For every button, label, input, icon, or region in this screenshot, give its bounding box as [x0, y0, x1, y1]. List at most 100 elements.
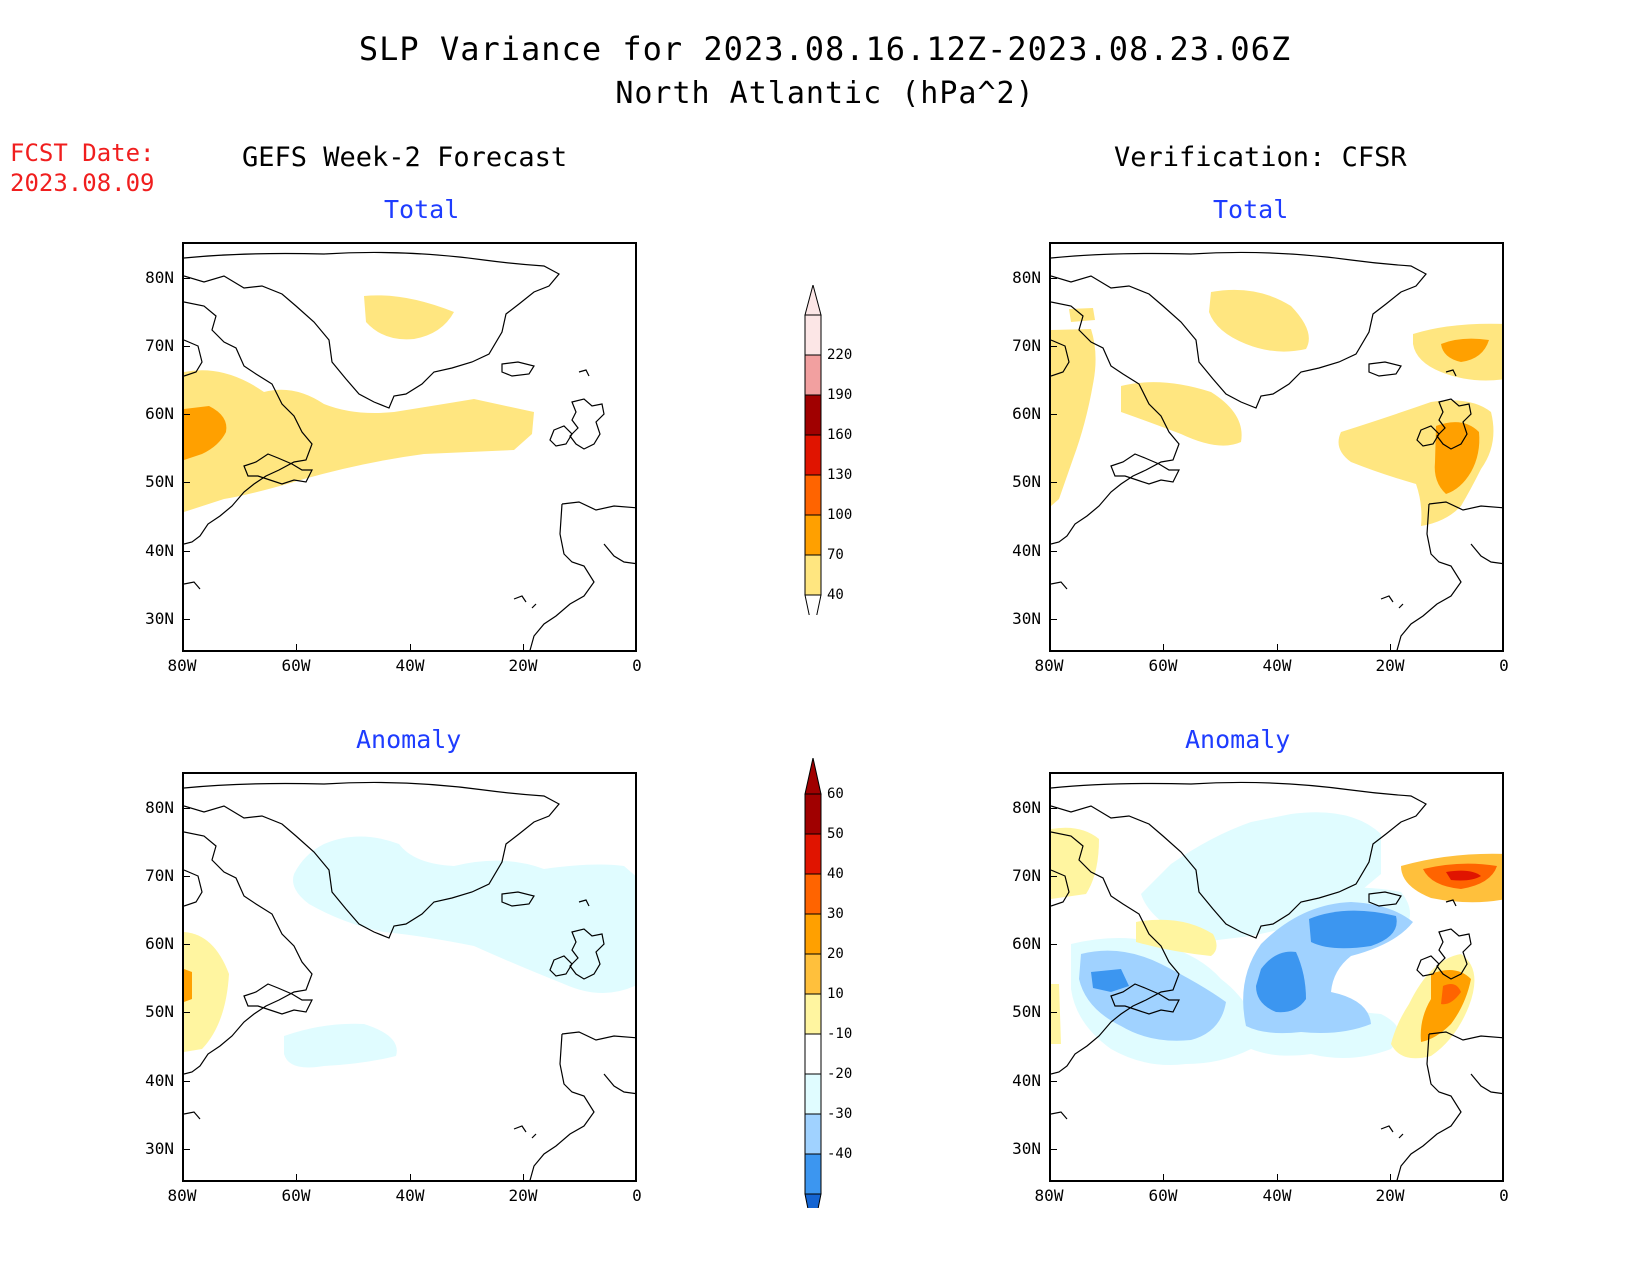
colorbar-anomaly-label: -40: [827, 1146, 853, 1162]
lon-tick: [182, 644, 183, 650]
lat-label-forecast-total: 60N: [145, 404, 174, 423]
lon-label-verification-total: 0: [1499, 656, 1509, 675]
lat-tick: [184, 876, 190, 877]
lon-label-forecast-total: 60W: [281, 656, 311, 675]
colorbar-total-label: 220: [827, 347, 853, 363]
colorbar-total-tip-top: [804, 285, 822, 316]
colorbar-anomaly-box: [804, 1033, 822, 1075]
lon-tick: [182, 1174, 183, 1180]
column-title-forecast: GEFS Week-2 Forecast: [242, 142, 568, 173]
colorbar-anomaly-label: 60: [827, 786, 844, 802]
lon-label-verification-total: 60W: [1148, 656, 1178, 675]
colorbar-anomaly-tip-top: [804, 758, 822, 795]
lat-tick: [1051, 944, 1057, 945]
lat-label-verification-total: 70N: [1012, 336, 1041, 355]
lat-label-forecast-anomaly: 30N: [145, 1139, 174, 1158]
lat-label-verification-anomaly: 60N: [1012, 934, 1041, 953]
lat-label-forecast-total: 70N: [145, 336, 174, 355]
lat-label-forecast-total: 80N: [145, 268, 174, 287]
lon-label-forecast-total: 20W: [508, 656, 538, 675]
colorbar-total-box: [804, 434, 822, 476]
lat-label-verification-total: 40N: [1012, 541, 1041, 560]
lat-label-verification-anomaly: 70N: [1012, 866, 1041, 885]
lon-tick: [410, 1174, 411, 1180]
colorbar-anomaly-tip-bottom: [804, 1193, 822, 1208]
lat-tick: [1051, 414, 1057, 415]
lat-label-verification-total: 50N: [1012, 472, 1041, 491]
row-title-anomaly-left: Anomaly: [356, 725, 462, 754]
lat-tick: [1051, 808, 1057, 809]
lat-tick: [1051, 876, 1057, 877]
map-panel-forecast-anomaly: [182, 772, 637, 1182]
lon-tick: [523, 1174, 524, 1180]
column-title-verification: Verification: CFSR: [1114, 142, 1407, 173]
colorbar-anomaly-label: -10: [827, 1026, 853, 1042]
colorbar-total-box: [804, 554, 822, 596]
row-title-anomaly-right: Anomaly: [1185, 725, 1291, 754]
lon-label-forecast-total: 0: [632, 656, 642, 675]
map-panel-verification-total: [1049, 242, 1504, 652]
lat-tick: [1051, 619, 1057, 620]
colorbar-anomaly-box: [804, 833, 822, 875]
main-subtitle: North Atlantic (hPa^2): [615, 76, 1035, 111]
colorbar-anomaly-box: [804, 873, 822, 915]
lon-tick: [1502, 1174, 1503, 1180]
lat-tick: [184, 414, 190, 415]
lat-tick: [1051, 346, 1057, 347]
colorbar-total: [804, 285, 822, 615]
colorbar-total-box: [804, 394, 822, 436]
colorbar-anomaly-box: [804, 1073, 822, 1115]
lon-label-forecast-total: 80W: [167, 656, 197, 675]
lat-label-forecast-anomaly: 40N: [145, 1071, 174, 1090]
lon-label-verification-total: 80W: [1034, 656, 1064, 675]
lon-tick: [1277, 1174, 1278, 1180]
colorbar-anomaly-label: 30: [827, 906, 844, 922]
colorbar-anomaly-label: 20: [827, 946, 844, 962]
lat-label-verification-anomaly: 40N: [1012, 1071, 1041, 1090]
colorbar-total-label: 100: [827, 507, 853, 523]
colorbar-anomaly-box: [804, 793, 822, 835]
main-title: SLP Variance for 2023.08.16.12Z-2023.08.…: [358, 30, 1292, 68]
lon-tick: [1390, 1174, 1391, 1180]
fcst-label: FCST Date: 2023.08.09: [10, 138, 155, 198]
lon-label-verification-anomaly: 0: [1499, 1186, 1509, 1205]
lat-tick: [184, 944, 190, 945]
lon-label-verification-total: 20W: [1375, 656, 1405, 675]
lon-label-verification-anomaly: 20W: [1375, 1186, 1405, 1205]
colorbar-total-box: [804, 314, 822, 356]
lon-tick: [1163, 644, 1164, 650]
lon-tick: [1163, 1174, 1164, 1180]
colorbar-anomaly-box: [804, 993, 822, 1035]
lon-label-forecast-anomaly: 80W: [167, 1186, 197, 1205]
colorbar-anomaly: [804, 758, 822, 1208]
lat-tick: [1051, 551, 1057, 552]
colorbar-anomaly-label: 40: [827, 866, 844, 882]
lon-label-verification-total: 40W: [1262, 656, 1292, 675]
lat-tick: [184, 482, 190, 483]
fcst-date: 2023.08.09: [10, 169, 155, 197]
lat-label-forecast-total: 30N: [145, 609, 174, 628]
lat-label-forecast-anomaly: 50N: [145, 1002, 174, 1021]
lat-tick: [184, 551, 190, 552]
lat-tick: [184, 1149, 190, 1150]
lon-label-verification-anomaly: 40W: [1262, 1186, 1292, 1205]
lat-tick: [1051, 482, 1057, 483]
colorbar-total-label: 160: [827, 427, 853, 443]
lat-label-verification-total: 80N: [1012, 268, 1041, 287]
lon-tick: [296, 644, 297, 650]
lat-tick: [1051, 1012, 1057, 1013]
lat-tick: [184, 619, 190, 620]
lat-label-verification-anomaly: 50N: [1012, 1002, 1041, 1021]
map-panel-verification-anomaly: [1049, 772, 1504, 1182]
lon-tick: [1277, 644, 1278, 650]
lon-tick: [635, 644, 636, 650]
colorbar-total-box: [804, 474, 822, 516]
colorbar-anomaly-label: -20: [827, 1066, 853, 1082]
lat-label-forecast-total: 40N: [145, 541, 174, 560]
lat-label-verification-anomaly: 30N: [1012, 1139, 1041, 1158]
lon-tick: [1049, 1174, 1050, 1180]
colorbar-total-box: [804, 354, 822, 396]
lat-tick: [184, 808, 190, 809]
lon-tick: [1049, 644, 1050, 650]
lat-label-forecast-anomaly: 80N: [145, 798, 174, 817]
